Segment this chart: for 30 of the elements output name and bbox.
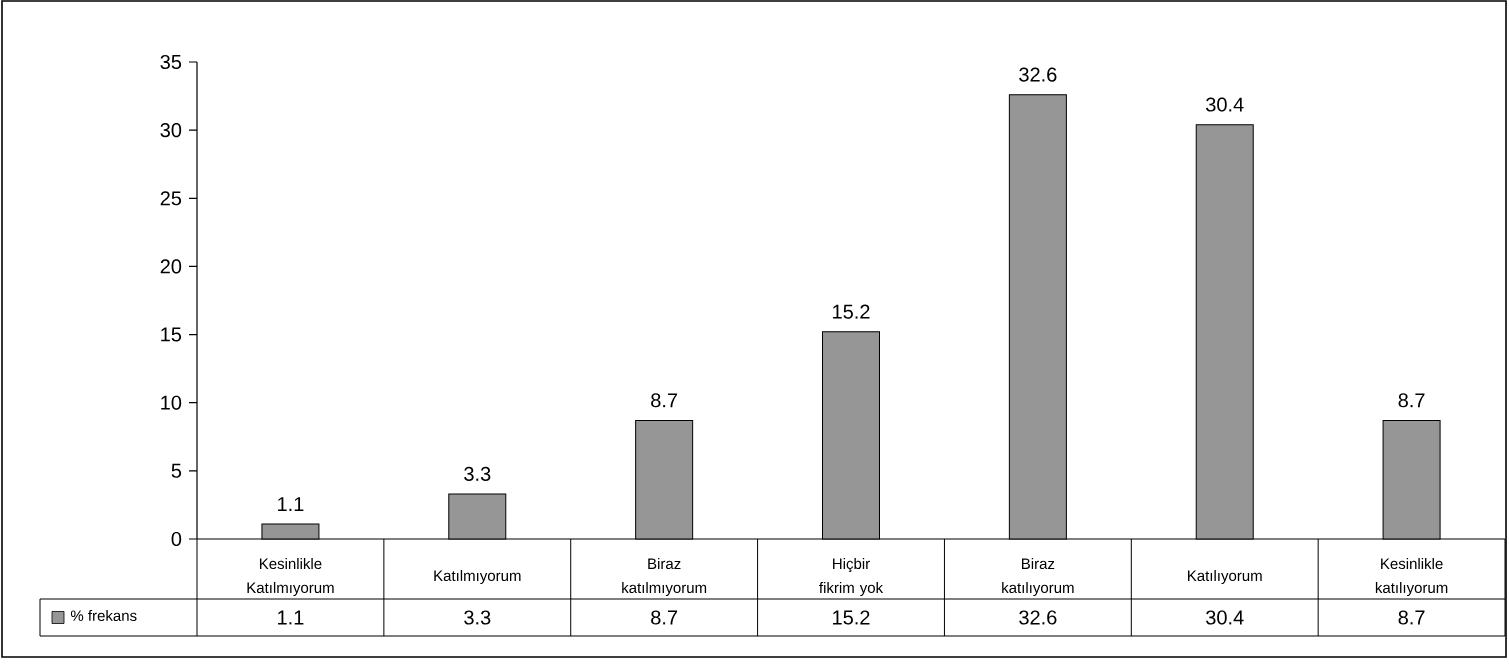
y-tick-label: 25 — [160, 191, 182, 206]
text: 1.1 — [278, 497, 304, 511]
y-tick-label: 15 — [161, 327, 182, 342]
y-tick-label: 20 — [160, 259, 182, 274]
data-label: 3.3 — [464, 610, 491, 625]
y-tick-label: 5 — [171, 463, 182, 478]
y-tick-label: 10 — [161, 395, 182, 410]
text: 3.3 — [464, 466, 491, 481]
x-tick-label: Biraz katılmıyorum — [622, 558, 707, 596]
x-tick-label: Hiçbir fikrim yok — [819, 558, 884, 596]
x-tick-label: Biraz katılıyorum — [1002, 558, 1074, 596]
text: 32.6 — [1019, 67, 1057, 82]
data-label: 8.7 — [651, 610, 678, 625]
x-tick-label: Katılıyorum — [1188, 570, 1262, 584]
text: 8.7 — [1398, 393, 1425, 408]
data-label: 1.1 — [278, 610, 304, 625]
x-tick-label: Kesinlikle Katılmıyorum — [247, 558, 334, 596]
text: 30.4 — [1206, 97, 1244, 112]
text: 8.7 — [651, 393, 678, 408]
data-label: 32.6 — [1019, 610, 1057, 625]
text: 15.2 — [833, 304, 870, 319]
x-tick-label: Katılmıyorum — [434, 570, 521, 584]
legend-label: % frekans — [70, 610, 137, 622]
y-tick-label: 30 — [160, 123, 182, 138]
data-label: 30.4 — [1206, 610, 1244, 625]
data-label: 8.7 — [1398, 610, 1425, 625]
y-tick-label: 0 — [171, 531, 182, 547]
y-tick-label: 35 — [160, 54, 182, 70]
x-tick-label: Kesinlikle katılıyorum — [1375, 558, 1448, 596]
data-label: 15.2 — [833, 610, 870, 625]
